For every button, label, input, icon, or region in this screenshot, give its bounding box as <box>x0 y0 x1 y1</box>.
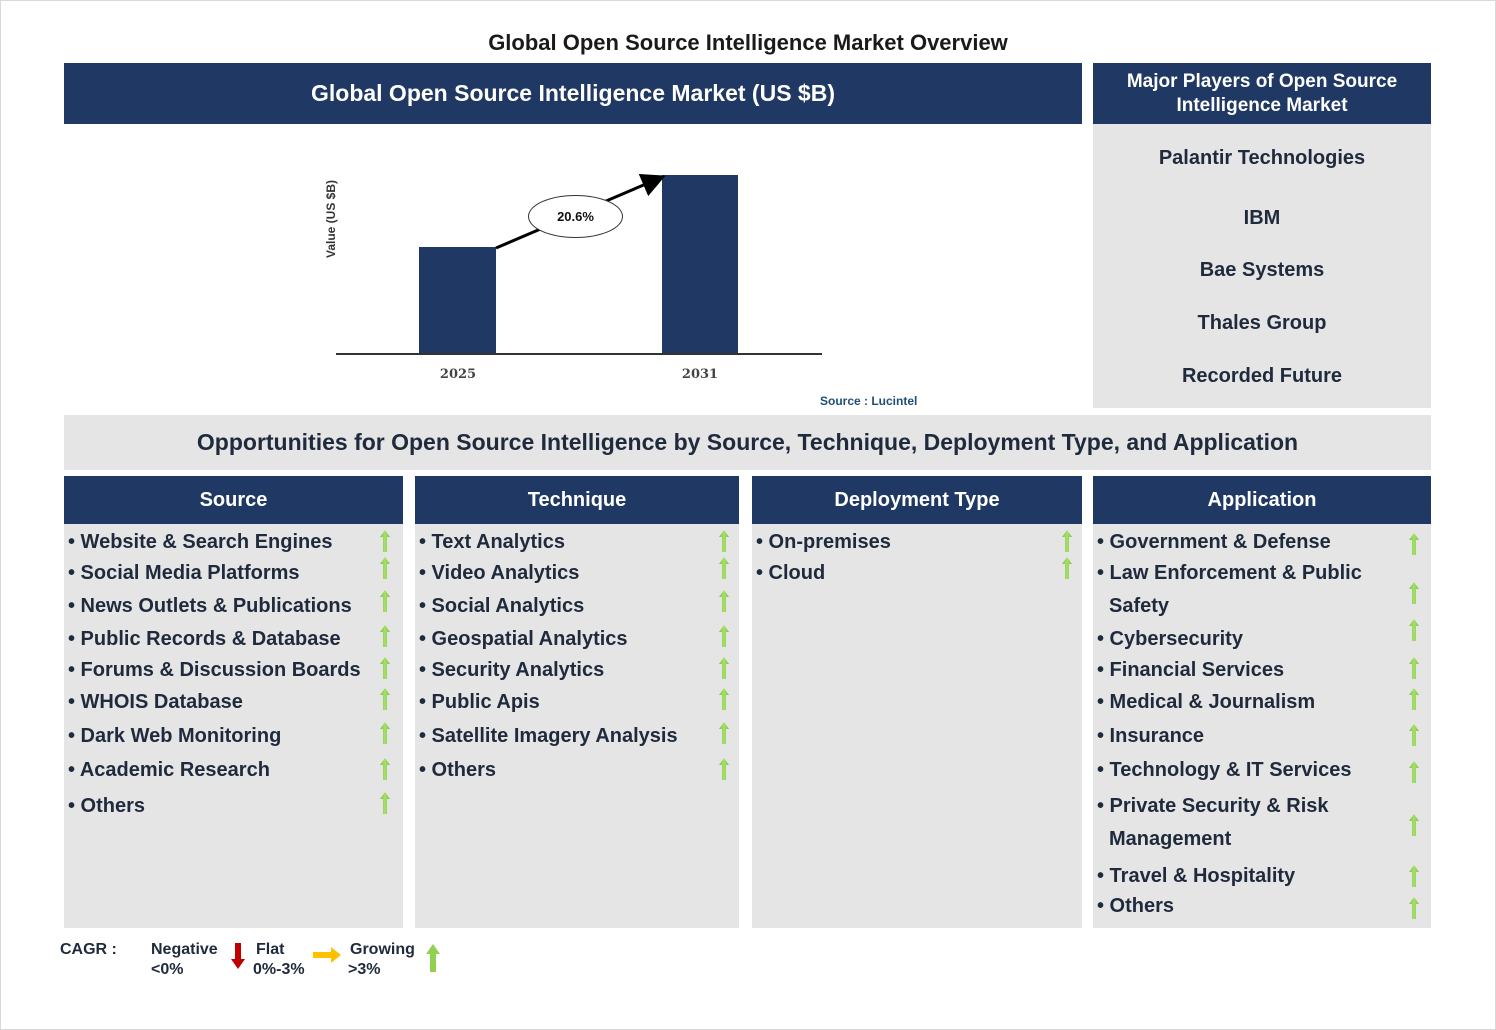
list-item: • Private Security & Risk <box>1097 795 1329 817</box>
up-arrow-icon <box>1409 533 1419 555</box>
list-item: • Forums & Discussion Boards <box>68 659 361 681</box>
list-item: • Video Analytics <box>419 562 580 584</box>
list-item: • Security Analytics <box>419 659 605 681</box>
up-arrow-icon <box>719 722 729 744</box>
list-item: • Social Media Platforms <box>68 562 300 584</box>
up-arrow-icon <box>1409 582 1419 604</box>
down-arrow-icon <box>231 943 245 969</box>
up-arrow-icon <box>380 530 390 552</box>
up-arrow-icon <box>1409 814 1419 836</box>
opportunities-banner: Opportunities for Open Source Intelligen… <box>64 415 1431 470</box>
list-item: • Dark Web Monitoring <box>68 725 282 747</box>
bar-2031 <box>662 175 738 354</box>
x-axis-line <box>336 353 822 355</box>
players-list: Palantir Technologies IBM Bae Systems Th… <box>1093 124 1431 408</box>
up-arrow-icon <box>380 688 390 710</box>
legend-growing-range: >3% <box>348 961 381 978</box>
player-item: Bae Systems <box>1199 259 1325 281</box>
legend-negative: Negative <0% <box>151 940 218 980</box>
legend-negative-range: <0% <box>151 961 184 978</box>
legend-title: CAGR : <box>60 941 117 958</box>
up-arrow-icon <box>380 758 390 780</box>
player-item: Recorded Future <box>1181 365 1343 387</box>
up-arrow-icon <box>719 688 729 710</box>
column-application: • Government & Defense • Law Enforcement… <box>1093 524 1431 928</box>
up-arrow-icon <box>1409 761 1419 783</box>
list-item-continuation: Management <box>1109 828 1232 850</box>
up-arrow-icon <box>380 722 390 744</box>
market-chart-header: Global Open Source Intelligence Market (… <box>64 63 1082 124</box>
column-header-application: Application <box>1093 476 1431 524</box>
list-item: • Others <box>419 759 497 781</box>
list-item: • Public Apis <box>419 691 540 713</box>
up-arrow-icon <box>719 557 729 579</box>
list-item: • Technology & IT Services <box>1097 759 1352 781</box>
list-item: • Cybersecurity <box>1097 628 1243 650</box>
players-header: Major Players of Open Source Intelligenc… <box>1093 63 1431 124</box>
up-arrow-icon <box>719 625 729 647</box>
source-note: Source : Lucintel <box>820 394 918 408</box>
list-item: • Others <box>68 795 146 817</box>
up-arrow-icon <box>1062 530 1072 552</box>
player-item: IBM <box>1243 207 1281 229</box>
legend-growing-label: Growing <box>350 941 415 958</box>
list-item: • Satellite Imagery Analysis <box>419 725 678 747</box>
up-arrow-icon <box>1409 724 1419 746</box>
up-arrow-icon <box>380 625 390 647</box>
up-arrow-icon <box>1409 657 1419 679</box>
up-arrow-icon <box>380 657 390 679</box>
list-item: • Financial Services <box>1097 659 1285 681</box>
y-axis-label: Value (US $B) <box>324 179 338 258</box>
list-item: • Social Analytics <box>419 595 585 617</box>
list-item: • Travel & Hospitality <box>1097 865 1296 887</box>
up-arrow-icon <box>719 530 729 552</box>
list-item: • Others <box>1097 895 1175 917</box>
list-item: • Government & Defense <box>1097 531 1331 553</box>
up-arrow-icon <box>1409 865 1419 887</box>
list-item: • On-premises <box>756 531 891 553</box>
x-tick-2031: 2031 <box>681 367 719 382</box>
column-deployment-type: • On-premises • Cloud <box>752 524 1082 928</box>
up-arrow-icon <box>719 657 729 679</box>
list-item: • Geospatial Analytics <box>419 628 628 650</box>
up-arrow-icon <box>1062 557 1072 579</box>
legend-flat-range: 0%-3% <box>253 961 305 978</box>
legend-growing: Growing >3% <box>348 940 415 980</box>
list-item: • Text Analytics <box>419 531 565 553</box>
column-header-source: Source <box>64 476 403 524</box>
column-header-technique: Technique <box>415 476 739 524</box>
up-arrow-icon <box>380 557 390 579</box>
up-arrow-icon <box>1409 619 1419 641</box>
list-item: • Academic Research <box>68 759 270 781</box>
up-arrow-icon <box>380 792 390 814</box>
list-item: • WHOIS Database <box>68 691 243 713</box>
up-arrow-icon <box>719 758 729 780</box>
legend-flat-label: Flat <box>256 941 285 958</box>
up-arrow-icon <box>426 944 440 972</box>
list-item: • Medical & Journalism <box>1097 691 1316 713</box>
bar-2025 <box>419 247 496 354</box>
player-item: Palantir Technologies <box>1158 147 1366 169</box>
legend-negative-label: Negative <box>151 941 218 958</box>
x-tick-2025: 2025 <box>439 367 477 382</box>
list-item: • Cloud <box>756 562 826 584</box>
list-item: • Website & Search Engines <box>68 531 333 553</box>
up-arrow-icon <box>1409 688 1419 710</box>
list-item-continuation: Safety <box>1109 595 1170 617</box>
up-arrow-icon <box>380 590 390 612</box>
column-header-deployment-type: Deployment Type <box>752 476 1082 524</box>
legend-flat: Flat 0%-3% <box>253 940 305 980</box>
page-title: Global Open Source Intelligence Market O… <box>488 30 1008 55</box>
list-item: • Public Records & Database <box>68 628 341 650</box>
cagr-badge: 20.6% <box>528 195 623 238</box>
up-arrow-icon <box>719 590 729 612</box>
column-source: • Website & Search Engines • Social Medi… <box>64 524 403 928</box>
list-item: • News Outlets & Publications <box>68 595 352 617</box>
player-item: Thales Group <box>1197 312 1327 334</box>
list-item: • Law Enforcement & Public <box>1097 562 1362 584</box>
list-item: • Insurance <box>1097 725 1205 747</box>
right-arrow-icon <box>313 947 341 963</box>
up-arrow-icon <box>1409 897 1419 919</box>
column-technique: • Text Analytics • Video Analytics • Soc… <box>415 524 739 928</box>
